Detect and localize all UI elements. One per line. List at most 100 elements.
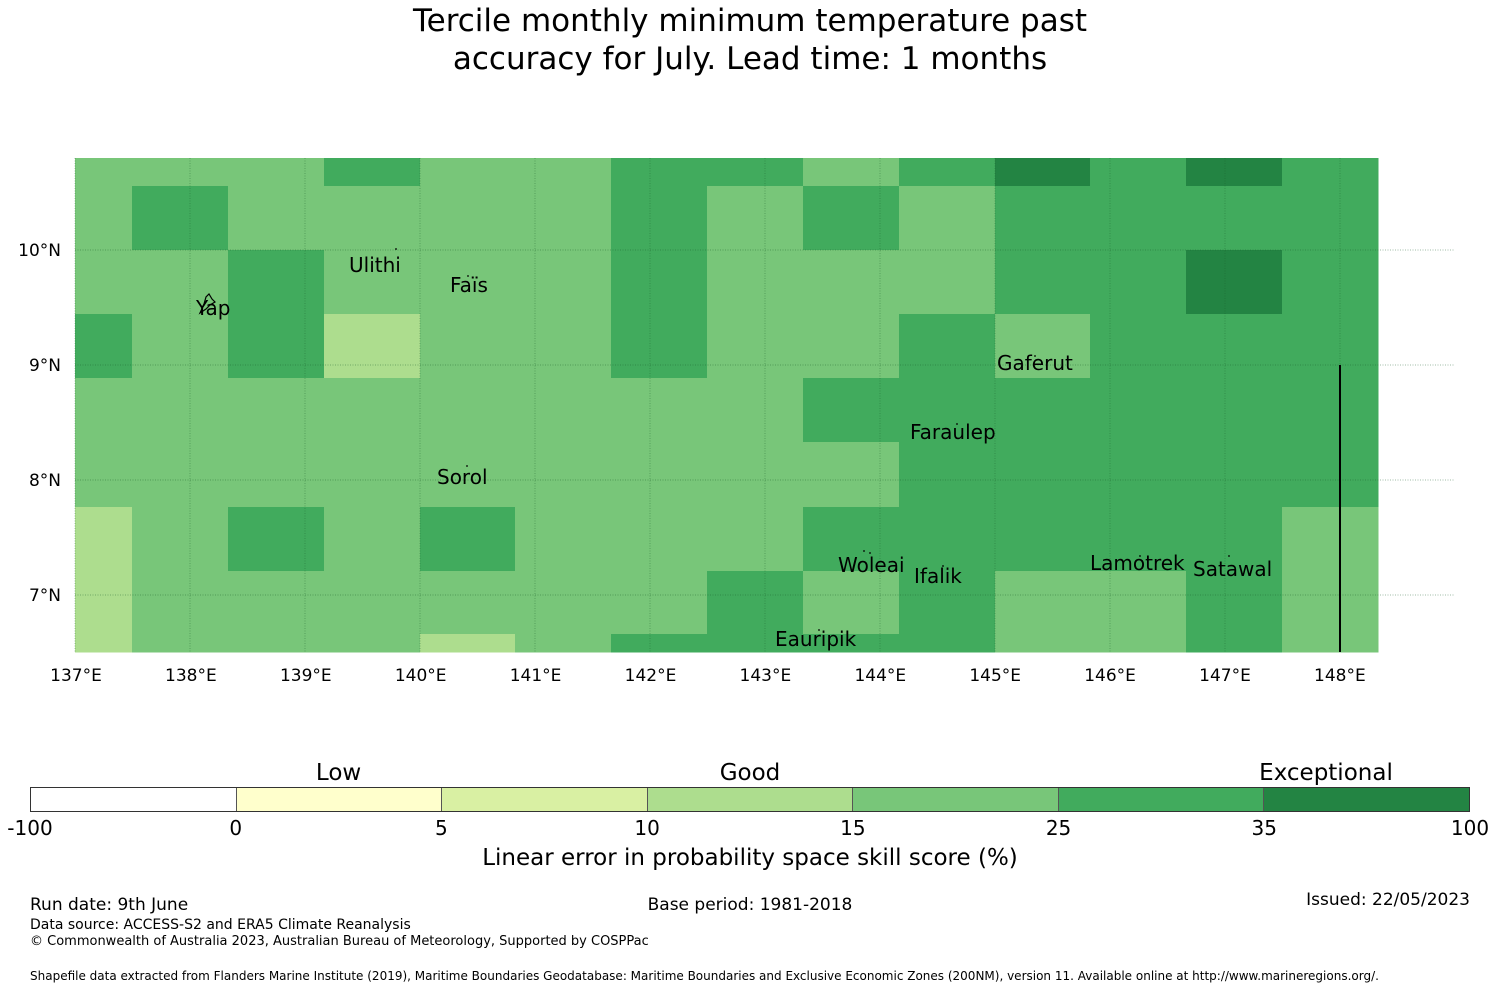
shapefile-credit: Shapefile data extracted from Flanders M…: [30, 969, 1379, 983]
skill-cell: [132, 378, 229, 443]
island-label-sorol: Sorol: [437, 465, 488, 489]
skill-cell: [803, 571, 900, 635]
skill-cell: [420, 250, 516, 315]
skill-cell: [611, 442, 708, 508]
skill-cell: [707, 158, 804, 187]
lon-tick-label: 147°E: [1199, 666, 1251, 686]
yap-island-shape: [198, 293, 216, 315]
colorbar-tick-label: 15: [840, 816, 866, 840]
lon-tick-label: 141°E: [510, 666, 562, 686]
skill-cell: [228, 250, 325, 315]
longitude-ticks: 137°E 138°E 139°E 140°E 141°E 142°E 143°E 144°E…: [50, 666, 1366, 686]
skill-cell: [1186, 571, 1283, 635]
skill-cell: [132, 571, 229, 635]
skill-cell: [1090, 634, 1187, 653]
colorbar-segment: [31, 788, 237, 811]
skill-cell: [515, 186, 612, 251]
colorbar-label: Linear error in probability space skill …: [482, 845, 1018, 871]
colorbar-tick-label: 10: [634, 816, 660, 840]
skill-cell: [515, 442, 612, 508]
skill-cell: [1282, 378, 1379, 443]
skill-cell: [420, 634, 516, 653]
colorbar: [30, 787, 1470, 812]
island-label-ulithi: Ulithi: [349, 253, 401, 277]
skill-cell: [707, 571, 804, 635]
skill-cell: [228, 634, 325, 653]
skill-cell: [707, 507, 804, 572]
skill-cell: [420, 378, 516, 443]
lon-tick-label: 146°E: [1084, 666, 1136, 686]
skill-cell: [707, 186, 804, 251]
skill-cell: [1282, 250, 1379, 315]
atoll-dot: [1139, 555, 1141, 557]
lon-tick-label: 142°E: [625, 666, 677, 686]
atoll-dot: [395, 248, 397, 250]
skill-cell: [1186, 378, 1283, 443]
lon-tick-label: 140°E: [395, 666, 447, 686]
island-label-eauripik: Eauripik: [775, 627, 857, 651]
skill-cell: [324, 314, 421, 379]
colorbar-tick-label: 0: [229, 816, 243, 840]
skill-cell: [995, 250, 1091, 315]
island-label-woleai: Woleai: [838, 553, 905, 577]
colorbar-tick-label: -100: [7, 816, 53, 840]
skill-cell: [420, 314, 516, 379]
atoll-dot: [869, 552, 871, 554]
skill-cell: [515, 158, 612, 187]
skill-cell: [1282, 634, 1379, 653]
skill-cell: [132, 314, 229, 379]
skill-cell: [324, 507, 421, 572]
skill-cell: [803, 158, 900, 187]
skill-cell: [420, 158, 516, 187]
skill-cell: [1090, 158, 1187, 187]
skill-cell: [228, 507, 325, 572]
island-label-ifalik: Ifalik: [914, 564, 962, 588]
lat-tick-label: 7°N: [29, 586, 61, 606]
skill-cell: [75, 158, 133, 187]
skill-cell: [1282, 186, 1379, 251]
skill-cell: [515, 250, 612, 315]
skill-cell: [803, 634, 900, 653]
colorbar-segment: [647, 788, 854, 811]
island-label-gaferut: Gaferut: [997, 351, 1073, 375]
skill-cell: [324, 442, 421, 508]
lon-tick-label: 138°E: [165, 666, 217, 686]
lon-tick-label: 148°E: [1314, 666, 1366, 686]
skill-cell: [324, 250, 421, 315]
base-period: Base period: 1981-2018: [647, 895, 853, 915]
title-line-2: accuracy for July. Lead time: 1 months: [452, 41, 1048, 77]
skill-cell: [1186, 158, 1283, 187]
skill-cell: [228, 571, 325, 635]
skill-cell: [803, 442, 900, 508]
run-date: Run date: 9th June: [30, 895, 189, 915]
graticule: [74, 158, 1455, 652]
skill-cell: [420, 571, 516, 635]
skill-cell: [515, 634, 612, 653]
skill-cell: [995, 314, 1091, 379]
skill-cell: [707, 442, 804, 508]
atoll-dot: [818, 629, 820, 631]
skill-cell: [1186, 634, 1283, 653]
colorbar-segment: [1058, 788, 1265, 811]
skill-cell: [899, 158, 996, 187]
skill-cell: [228, 186, 325, 251]
skill-cell: [1282, 158, 1379, 187]
skill-cell: [899, 634, 996, 653]
skill-cell: [803, 507, 900, 572]
skill-cell: [228, 378, 325, 443]
atoll-dot: [956, 423, 958, 425]
skill-cell: [1186, 186, 1283, 251]
lon-tick-label: 139°E: [280, 666, 332, 686]
skill-cell: [611, 634, 708, 653]
skill-cell: [1090, 314, 1187, 379]
skill-cell: [324, 158, 421, 187]
skill-cell: [995, 186, 1091, 251]
colorbar-segment: [853, 788, 1059, 811]
lat-tick-label: 9°N: [29, 356, 61, 376]
skill-cell: [1282, 314, 1379, 379]
skill-cell: [803, 186, 900, 251]
lat-tick-label: 10°N: [18, 241, 61, 261]
skill-cell: [803, 378, 900, 443]
lon-tick-label: 137°E: [50, 666, 102, 686]
